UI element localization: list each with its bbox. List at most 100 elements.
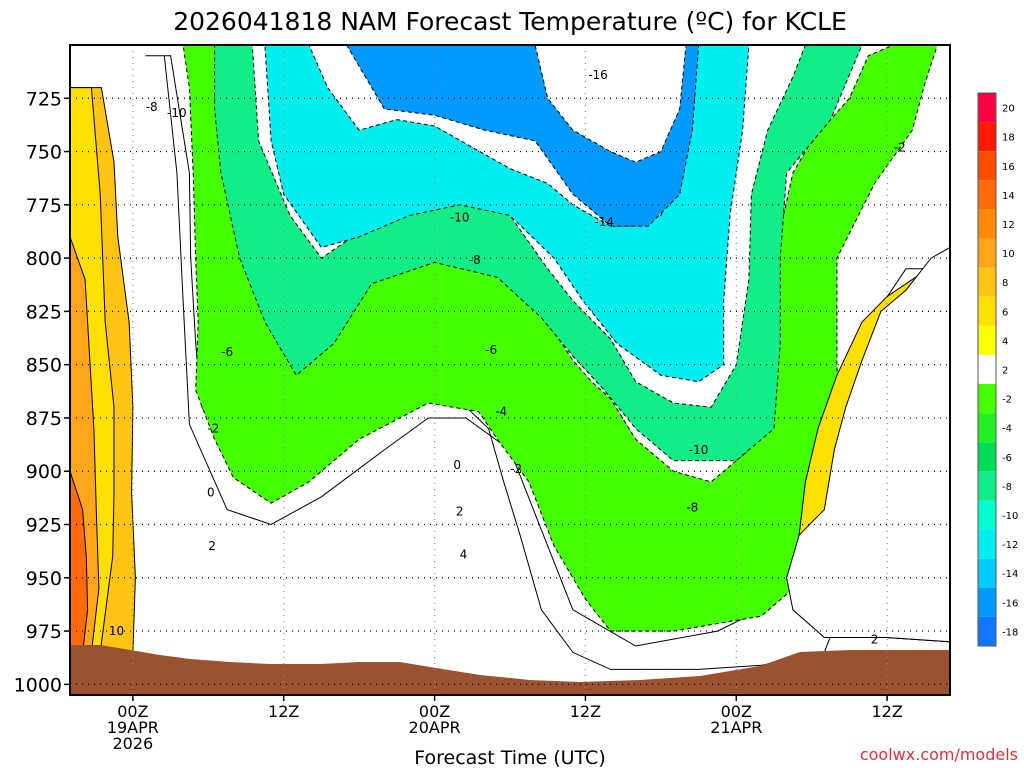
y-tick-label-3: 800: [26, 248, 62, 270]
x-tick-label-4-1: 21APR: [710, 718, 762, 737]
contour-label-1: -8: [146, 100, 158, 114]
plot-frame: [69, 44, 951, 696]
x-axis-title: Forecast Time (UTC): [414, 747, 605, 768]
y-tick-label-0: 725: [26, 88, 62, 110]
y-tick-label-11: 1000: [14, 674, 62, 696]
temperature-fills: [70, 45, 950, 695]
colorbar-frame: [977, 92, 997, 647]
y-axis: 725 750 775 800 825 850 875 900 925 950 975 1000: [14, 88, 70, 696]
colorbar-swatch-8: [978, 325, 996, 355]
x-tick-label-5-0: 12Z: [871, 702, 902, 721]
colorbar-swatch-0: [978, 93, 996, 123]
colorbar-label-6: 8: [1002, 278, 1008, 289]
temp-region-8: [346, 45, 700, 227]
chart-title: 2026041818 NAM Forecast Temperature (ºC)…: [173, 7, 847, 36]
x-tick-label-2-0: 00Z: [419, 702, 450, 721]
colorbar-label-8: 4: [1002, 336, 1008, 347]
colorbar-label-3: 14: [1002, 191, 1015, 202]
x-tick-label-0-1: 19APR: [107, 718, 159, 737]
colorbar-label-5: 10: [1002, 249, 1015, 260]
contour-label-18: 2: [208, 539, 216, 553]
contour-label-21: 2: [871, 633, 879, 647]
colorbar-label-12: -6: [1002, 453, 1012, 464]
colorbar-swatch-5: [978, 238, 996, 268]
contour-label-2: -10: [167, 106, 187, 120]
contour-label-20: 10: [109, 624, 124, 638]
y-tick-label-8: 925: [26, 515, 62, 537]
contour-labels: -16-8-10-2-10-14-8-6-6-48-2-100-202-8241…: [109, 68, 906, 647]
colorbar-label-10: -2: [1002, 395, 1012, 406]
plot-area: -16-8-10-2-10-14-8-6-6-48-2-100-202-8241…: [69, 44, 951, 696]
contour-label-9: -4: [495, 405, 507, 419]
contour-label-12: -10: [689, 443, 709, 457]
y-tick-label-10: 975: [26, 621, 62, 643]
contour-label-0: -16: [588, 68, 608, 82]
colorbar-swatch-12: [978, 442, 996, 472]
colorbar-swatch-7: [978, 296, 996, 326]
contour-label-16: 2: [456, 505, 464, 519]
y-tick-label-1: 750: [26, 142, 62, 164]
colorbar-label-0: 20: [1002, 104, 1015, 115]
colorbar-swatch-16: [978, 558, 996, 588]
colorbar-swatch-13: [978, 471, 996, 501]
colorbar-label-7: 6: [1002, 307, 1008, 318]
contour-label-17: -8: [686, 500, 698, 514]
credit-text: coolwx.com/models: [860, 745, 1018, 764]
x-tick-label-2-1: 20APR: [409, 718, 461, 737]
y-tick-label-6: 875: [26, 408, 62, 430]
grid-lines: [70, 45, 950, 695]
contour-label-11: -2: [207, 422, 219, 436]
contour-label-14: -2: [510, 462, 522, 476]
contour-label-7: -6: [221, 345, 233, 359]
colorbar-swatch-11: [978, 413, 996, 443]
colorbar-swatch-4: [978, 209, 996, 239]
temp-region-7: [264, 45, 750, 383]
contour-label-13: 0: [453, 458, 461, 472]
colorbar-swatch-15: [978, 529, 996, 559]
colorbar-label-1: 18: [1002, 133, 1015, 144]
temp-region-3: [70, 471, 89, 660]
colorbar-label-18: -18: [1002, 627, 1018, 638]
y-tick-label-5: 850: [26, 355, 62, 377]
colorbar-swatch-6: [978, 267, 996, 297]
contour-label-6: -8: [469, 253, 481, 267]
colorbar-swatch-17: [978, 587, 996, 617]
x-tick-label-0-2: 2026: [112, 734, 153, 753]
contour-label-5: -14: [594, 215, 614, 229]
x-tick-label-0-0: 00Z: [117, 702, 148, 721]
temp-region-12: [786, 246, 950, 643]
x-tick-label-4-0: 00Z: [721, 702, 752, 721]
colorbar-label-17: -16: [1002, 598, 1018, 609]
contour-label-8: -6: [485, 343, 497, 357]
colorbar-label-13: -8: [1002, 482, 1012, 493]
y-tick-label-9: 950: [26, 568, 62, 590]
colorbar-swatch-3: [978, 180, 996, 210]
colorbar-label-15: -12: [1002, 540, 1018, 551]
colorbar-swatch-14: [978, 500, 996, 530]
contour-label-15: 0: [207, 486, 215, 500]
colorbar-swatch-2: [978, 151, 996, 181]
colorbar-label-9: 2: [1002, 366, 1008, 377]
colorbar-swatch-1: [978, 122, 996, 152]
y-tick-label-2: 775: [26, 195, 62, 217]
colorbar-label-16: -14: [1002, 569, 1018, 580]
contour-label-3: -2: [894, 140, 906, 154]
terrain: [70, 645, 950, 695]
colorbar-label-4: 12: [1002, 220, 1015, 231]
contour-label-19: 4: [460, 547, 468, 561]
x-tick-label-1-0: 12Z: [268, 702, 299, 721]
colorbar: 20 18 16 14 12 10 8 6 4 2 -2 -4 -6 -8 -10 -12 -14 -16 -18: [977, 92, 1018, 647]
temp-region-5: [182, 45, 938, 632]
contour-label-4: -10: [450, 211, 470, 225]
colorbar-swatch-18: [978, 616, 996, 646]
colorbar-label-14: -10: [1002, 511, 1018, 522]
colorbar-label-2: 16: [1002, 162, 1015, 173]
colorbar-label-11: -4: [1002, 424, 1012, 435]
x-tick-label-3-0: 12Z: [570, 702, 601, 721]
y-tick-label-7: 900: [26, 461, 62, 483]
y-tick-label-4: 825: [26, 301, 62, 323]
colorbar-swatch-9: [978, 354, 996, 385]
